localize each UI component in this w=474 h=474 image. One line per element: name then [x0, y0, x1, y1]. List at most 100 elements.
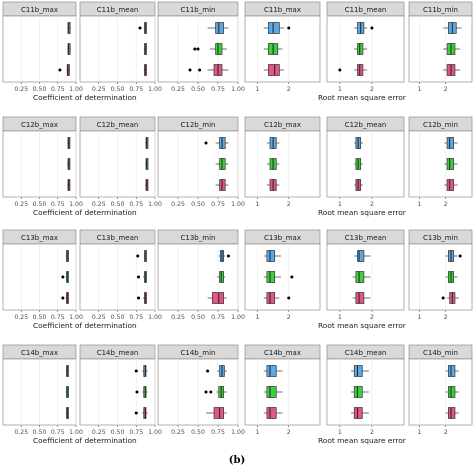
box-1	[445, 250, 462, 262]
facet-strip-label: C11b_min	[181, 6, 216, 14]
box-1	[354, 137, 363, 149]
x-tick-label: 1.00	[148, 201, 162, 208]
x-tick-label: 1	[338, 201, 342, 208]
x-tick-label: 2	[444, 86, 448, 93]
box-2	[443, 43, 461, 55]
facet-strip-label: C14b_mean	[345, 349, 387, 357]
box-3	[206, 407, 227, 419]
x-tick-label: 1	[256, 86, 260, 93]
x-tick-label: 2	[444, 429, 448, 436]
box-body	[357, 250, 365, 262]
facet-strip-label: C12b_mean	[345, 121, 387, 129]
box-3	[145, 179, 149, 191]
box-body	[353, 386, 363, 398]
box-body	[268, 22, 280, 34]
x-tick-label: 0.25	[14, 86, 28, 93]
box-2	[445, 271, 458, 283]
outlier-point	[61, 275, 65, 279]
box-1	[354, 250, 371, 262]
x-tick-label: 1.00	[148, 429, 162, 436]
outlier-point	[193, 47, 197, 51]
outlier-point	[287, 296, 291, 300]
outlier-point	[58, 68, 62, 72]
facet-strip-label: C12b_mean	[97, 121, 139, 129]
x-tick-label: 1.00	[148, 314, 162, 321]
panel-c12b-min-r2: C12b_min 0.25 0.50 0.75 1.00	[157, 116, 245, 208]
x-tick-label: 0.75	[129, 429, 143, 436]
box-body	[215, 43, 223, 55]
x-tick-label: 0.50	[111, 86, 125, 93]
panel-c11b-min-rmse: C11b_min 1 2	[408, 1, 473, 93]
outlier-point	[135, 390, 139, 394]
x-tick-label: 0.25	[171, 201, 185, 208]
x-tick-label: 0.50	[33, 314, 47, 321]
box-1	[351, 365, 369, 377]
x-tick-label: 0.75	[129, 314, 143, 321]
x-tick-label: 1	[418, 201, 422, 208]
x-tick-label: 2	[370, 314, 374, 321]
panel-c11b-min-r2: C11b_min 0.25 0.50 0.75 1.00	[157, 1, 245, 93]
box-body	[446, 137, 454, 149]
box-body	[448, 365, 456, 377]
box-3	[188, 64, 229, 76]
x-tick-label: 0.25	[92, 201, 106, 208]
facet-strip-label: C13b_min	[181, 234, 216, 242]
x-axis-label-rmse: Root mean square error	[318, 93, 407, 102]
facet-strip-label: C14b_min	[423, 349, 458, 357]
x-tick-label: 0.50	[111, 201, 125, 208]
figure-caption: (b)	[228, 455, 246, 466]
box-3	[207, 292, 227, 304]
facet-strip-label: C11b_mean	[345, 6, 387, 14]
box-3	[134, 407, 148, 419]
x-tick-label: 1	[256, 201, 260, 208]
box-body	[213, 407, 224, 419]
panel-c12b-max-r2: C12b_max 0.25 0.50 0.75 1.00	[2, 116, 83, 208]
box-1	[204, 137, 229, 149]
box-2	[65, 386, 69, 398]
x-tick-label: 0.50	[111, 314, 125, 321]
panel-c12b-mean-rmse: C12b_mean 1 2	[326, 116, 405, 208]
x-tick-label: 1	[256, 429, 260, 436]
panel-c14b-mean-r2: C14b_mean 0.25 0.50 0.75 1.00	[79, 344, 162, 436]
box-3	[61, 292, 69, 304]
x-tick-label: 0.50	[191, 201, 205, 208]
outlier-point	[204, 141, 208, 145]
x-tick-label: 2	[287, 201, 291, 208]
panel-c14b-min-r2: C14b_min 0.25 0.50 0.75 1.00	[157, 344, 245, 436]
box-2	[67, 43, 71, 55]
box-1	[263, 250, 281, 262]
outlier-point	[196, 47, 200, 51]
x-axis-label-rmse: Root mean square error	[318, 321, 407, 330]
x-tick-label: 0.25	[92, 86, 106, 93]
x-tick-label: 1.00	[231, 314, 245, 321]
x-tick-label: 0.50	[33, 201, 47, 208]
box-body	[446, 158, 454, 170]
x-tick-label: 0.25	[14, 201, 28, 208]
x-axis-label-r2: Coefficient of determination	[33, 93, 137, 102]
box-3	[352, 292, 371, 304]
box-3	[354, 179, 363, 191]
x-tick-label: 2	[287, 86, 291, 93]
x-tick-label: 0.25	[92, 429, 106, 436]
box-1	[67, 22, 71, 34]
box-body	[355, 271, 365, 283]
x-tick-label: 0.25	[14, 429, 28, 436]
x-tick-label: 1.00	[231, 429, 245, 436]
box-2	[193, 43, 227, 55]
panel-c13b-mean-r2: C13b_mean 0.25 0.50 0.75 1.00	[79, 229, 162, 321]
panel-c14b-mean-rmse: C14b_mean 1 2	[326, 344, 405, 436]
box-3	[263, 407, 283, 419]
x-tick-label: 2	[370, 201, 374, 208]
panel-c13b-min-r2: C13b_min 0.25 0.50 0.75 1.00	[157, 229, 245, 321]
facet-strip-label: C14b_max	[21, 349, 58, 357]
x-axis-label-rmse: Root mean square error	[318, 208, 407, 217]
outlier-point	[204, 390, 208, 394]
x-tick-label: 1.00	[69, 86, 83, 93]
x-tick-label: 1	[338, 86, 342, 93]
box-3	[65, 407, 69, 419]
x-tick-label: 2	[444, 314, 448, 321]
panel-c13b-mean-rmse: C13b_mean 1 2	[326, 229, 405, 321]
box-1	[65, 365, 69, 377]
outlier-point	[137, 275, 140, 279]
